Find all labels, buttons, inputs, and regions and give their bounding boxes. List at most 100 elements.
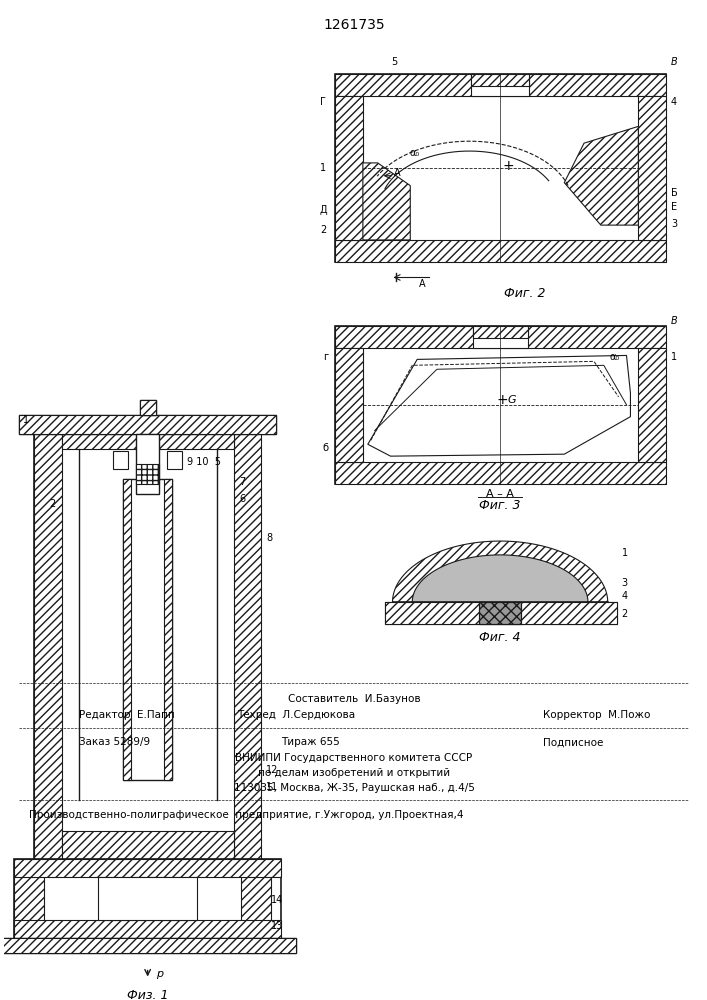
Text: 13: 13 (271, 921, 284, 931)
Bar (34, 425, 261, 859)
Text: Фиг. 4: Фиг. 4 (479, 631, 521, 644)
Bar (62, 425, 233, 449)
Text: 14: 14 (271, 895, 284, 905)
Bar (335, 96, 363, 240)
Text: Редактор  Е.Папп: Редактор Е.Папп (78, 710, 175, 720)
Bar (479, 602, 521, 624)
Bar (385, 602, 617, 624)
Bar (638, 348, 666, 462)
Text: ВНИИПИ Государственного комитета СССР: ВНИИПИ Государственного комитета СССР (235, 753, 472, 763)
Text: 9 10  5: 9 10 5 (187, 457, 221, 467)
Text: 3: 3 (671, 219, 677, 229)
Bar (14, 920, 281, 938)
Text: 12: 12 (266, 765, 279, 775)
Bar (140, 400, 156, 415)
Bar (335, 326, 666, 348)
Text: 3: 3 (621, 578, 628, 588)
Text: 8: 8 (266, 533, 272, 543)
Polygon shape (412, 555, 588, 602)
Text: α₀: α₀ (409, 148, 419, 158)
Bar (335, 74, 666, 262)
Text: 2: 2 (320, 225, 327, 235)
Text: +: + (496, 393, 508, 407)
Bar (19, 415, 276, 434)
Text: Д: Д (320, 205, 327, 215)
Bar (0, 938, 296, 953)
Text: p: p (156, 969, 163, 979)
Text: Техред  Л.Сердюкова: Техред Л.Сердюкова (237, 710, 355, 720)
Text: Заказ 5289/9: Заказ 5289/9 (78, 737, 150, 747)
Bar (233, 425, 261, 859)
Bar (472, 74, 529, 86)
Text: G: G (508, 395, 516, 405)
Bar (19, 415, 276, 434)
Text: Составитель  И.Базунов: Составитель И.Базунов (288, 694, 420, 704)
Text: +: + (502, 159, 514, 173)
Text: 2: 2 (621, 609, 628, 619)
Text: 5: 5 (392, 57, 397, 67)
Text: Тираж 655: Тираж 655 (281, 737, 340, 747)
Text: α₀: α₀ (609, 352, 620, 362)
Text: 7: 7 (240, 477, 246, 487)
Bar (136, 434, 160, 494)
Text: Корректор  М.Пожо: Корректор М.Пожо (542, 710, 650, 720)
Bar (638, 96, 666, 240)
Bar (123, 479, 131, 780)
Text: Б: Б (670, 188, 677, 198)
Text: A – A: A – A (486, 489, 514, 499)
Text: Физ. 1: Физ. 1 (127, 989, 168, 1000)
Bar (479, 602, 521, 624)
Bar (168, 451, 182, 469)
Bar (123, 479, 173, 780)
Text: 4: 4 (621, 591, 628, 601)
Text: В: В (670, 57, 677, 67)
Text: Подписное: Подписное (542, 737, 603, 747)
Text: 11: 11 (266, 782, 279, 792)
Text: A: A (394, 168, 401, 178)
Text: 1261735: 1261735 (323, 18, 385, 32)
Bar (385, 602, 617, 624)
Text: Фиг. 3: Фиг. 3 (479, 499, 521, 512)
Text: 2: 2 (49, 499, 56, 509)
Bar (335, 326, 666, 484)
Polygon shape (392, 541, 609, 602)
Text: 113035, Москва, Ж-35, Раушская наб., д.4/5: 113035, Москва, Ж-35, Раушская наб., д.4… (233, 783, 474, 793)
Bar (165, 479, 173, 780)
Text: 1: 1 (621, 548, 628, 558)
Text: Е: Е (671, 202, 677, 212)
Polygon shape (368, 355, 631, 456)
Bar (474, 326, 527, 348)
Bar (474, 326, 527, 338)
Bar (34, 425, 62, 859)
Bar (335, 74, 666, 96)
Text: по делам изобретений и открытий: по делам изобретений и открытий (258, 768, 450, 778)
Bar (140, 400, 156, 415)
Text: 4: 4 (671, 97, 677, 107)
Text: г: г (323, 352, 328, 362)
Bar (113, 451, 128, 469)
Text: б: б (322, 443, 329, 453)
Bar (98, 877, 197, 920)
Polygon shape (363, 163, 410, 240)
Bar (472, 74, 529, 96)
Bar (335, 462, 666, 484)
Text: 1: 1 (320, 163, 327, 173)
Text: Производственно-полиграфическое  предприятие, г.Ужгород, ул.Проектная,4: Производственно-полиграфическое предприя… (29, 810, 464, 820)
Bar (241, 859, 271, 938)
Text: 6: 6 (240, 494, 245, 504)
Bar (14, 859, 281, 938)
Bar (14, 859, 281, 877)
Bar (335, 348, 363, 462)
Text: 1: 1 (23, 415, 29, 425)
Bar (335, 240, 666, 262)
Text: Фиг. 2: Фиг. 2 (504, 287, 546, 300)
Text: A: A (419, 279, 426, 289)
Text: В: В (670, 316, 677, 326)
Polygon shape (564, 126, 638, 225)
Bar (62, 831, 233, 859)
Bar (136, 464, 160, 484)
Bar (0, 938, 296, 953)
Text: 1: 1 (671, 352, 677, 362)
Text: Г: Г (320, 97, 327, 107)
Bar (14, 859, 44, 938)
